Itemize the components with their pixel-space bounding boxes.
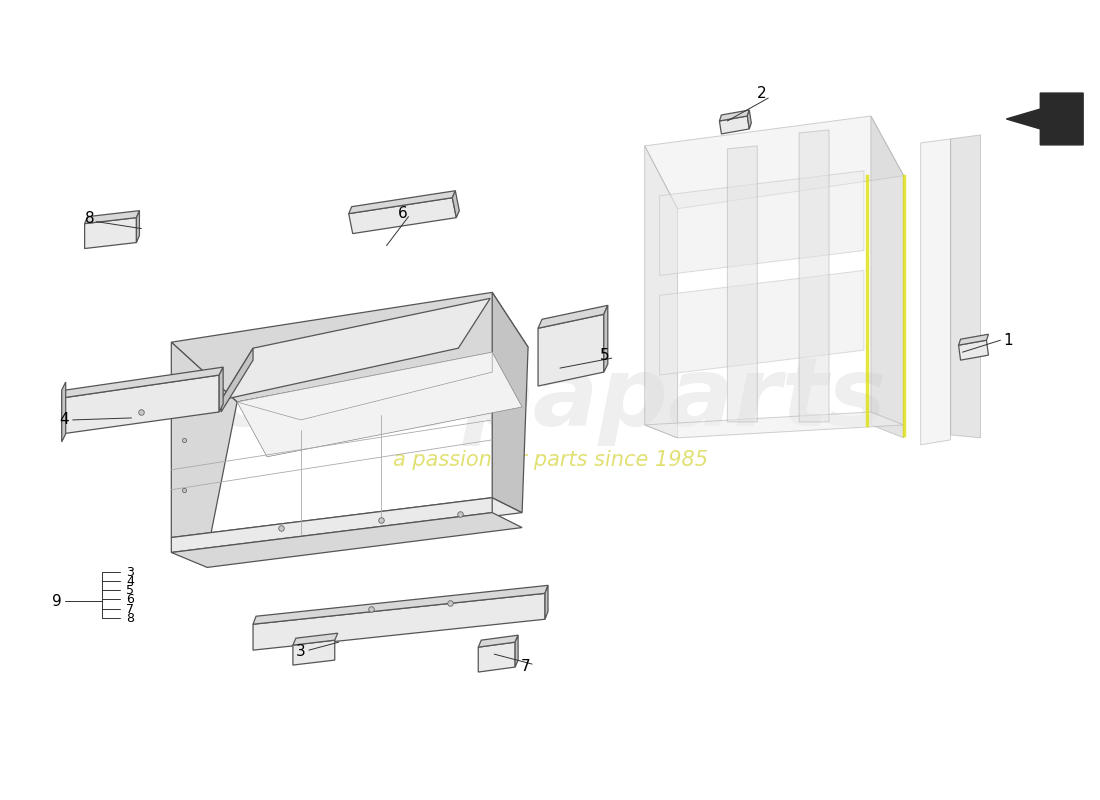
Text: europaparts: europaparts <box>213 354 887 446</box>
Polygon shape <box>62 382 66 442</box>
Polygon shape <box>660 270 864 375</box>
Text: 6: 6 <box>126 593 134 606</box>
Text: 8: 8 <box>85 211 95 226</box>
Polygon shape <box>492 292 528 513</box>
Polygon shape <box>349 190 455 214</box>
Polygon shape <box>515 635 518 667</box>
Polygon shape <box>172 292 528 402</box>
Polygon shape <box>950 135 980 438</box>
Polygon shape <box>719 116 749 134</box>
Polygon shape <box>221 298 491 400</box>
Text: 4: 4 <box>59 413 68 427</box>
Polygon shape <box>921 139 950 445</box>
Text: 8: 8 <box>126 612 134 625</box>
Polygon shape <box>958 340 989 360</box>
Polygon shape <box>219 367 223 412</box>
Polygon shape <box>645 412 904 438</box>
Text: 5: 5 <box>600 348 609 362</box>
Polygon shape <box>293 633 338 645</box>
Polygon shape <box>172 342 238 553</box>
Text: a passion for parts since 1985: a passion for parts since 1985 <box>393 450 707 470</box>
Polygon shape <box>172 498 492 553</box>
Polygon shape <box>538 306 608 328</box>
Polygon shape <box>478 642 515 672</box>
Polygon shape <box>604 306 608 372</box>
Polygon shape <box>172 498 522 553</box>
Polygon shape <box>85 210 140 224</box>
Polygon shape <box>1006 93 1084 145</box>
Polygon shape <box>544 586 548 619</box>
Polygon shape <box>293 640 334 665</box>
Polygon shape <box>727 146 757 422</box>
Text: 6: 6 <box>397 206 407 221</box>
Polygon shape <box>645 116 904 209</box>
Polygon shape <box>799 130 829 422</box>
Text: 9: 9 <box>52 594 62 609</box>
Polygon shape <box>747 110 751 129</box>
Text: 4: 4 <box>126 575 134 588</box>
Polygon shape <box>538 314 604 386</box>
Polygon shape <box>136 210 140 242</box>
Polygon shape <box>62 367 223 398</box>
Polygon shape <box>871 116 904 438</box>
Polygon shape <box>645 146 678 438</box>
Polygon shape <box>478 635 518 647</box>
Text: 3: 3 <box>296 644 306 658</box>
Text: 2: 2 <box>757 86 766 101</box>
Polygon shape <box>719 110 749 121</box>
Polygon shape <box>253 594 544 650</box>
Polygon shape <box>221 348 253 412</box>
Polygon shape <box>85 218 136 249</box>
Polygon shape <box>253 586 548 624</box>
Text: 1: 1 <box>1003 333 1013 348</box>
Polygon shape <box>958 334 989 345</box>
Polygon shape <box>238 352 492 420</box>
Text: 5: 5 <box>126 584 134 597</box>
Polygon shape <box>238 352 522 457</box>
Text: 3: 3 <box>126 566 134 579</box>
Polygon shape <box>62 375 219 434</box>
Text: 7: 7 <box>520 658 530 674</box>
Polygon shape <box>172 513 522 567</box>
Polygon shape <box>349 198 456 234</box>
Text: 7: 7 <box>126 602 134 616</box>
Polygon shape <box>660 170 864 275</box>
Polygon shape <box>452 190 460 218</box>
